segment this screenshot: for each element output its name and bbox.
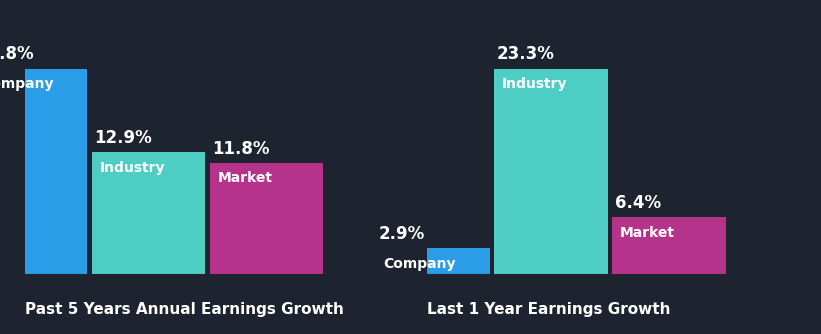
Text: 12.9%: 12.9% xyxy=(94,129,153,147)
Bar xyxy=(494,68,608,274)
Bar xyxy=(210,163,323,274)
Text: 21.8%: 21.8% xyxy=(0,45,34,63)
Text: Market: Market xyxy=(620,226,675,240)
Text: Company: Company xyxy=(0,77,54,91)
Text: 6.4%: 6.4% xyxy=(615,194,661,212)
Text: Past 5 Years Annual Earnings Growth: Past 5 Years Annual Earnings Growth xyxy=(25,302,343,317)
Text: Industry: Industry xyxy=(99,161,165,175)
Bar xyxy=(377,248,489,274)
Text: Market: Market xyxy=(218,171,273,185)
Text: 23.3%: 23.3% xyxy=(497,45,555,63)
Bar xyxy=(0,68,87,274)
Text: 2.9%: 2.9% xyxy=(378,225,425,243)
Bar xyxy=(92,152,205,274)
Text: Company: Company xyxy=(383,257,456,271)
Text: Industry: Industry xyxy=(502,77,567,91)
Text: Last 1 Year Earnings Growth: Last 1 Year Earnings Growth xyxy=(427,302,671,317)
Text: 11.8%: 11.8% xyxy=(213,140,270,158)
Bar xyxy=(612,217,726,274)
